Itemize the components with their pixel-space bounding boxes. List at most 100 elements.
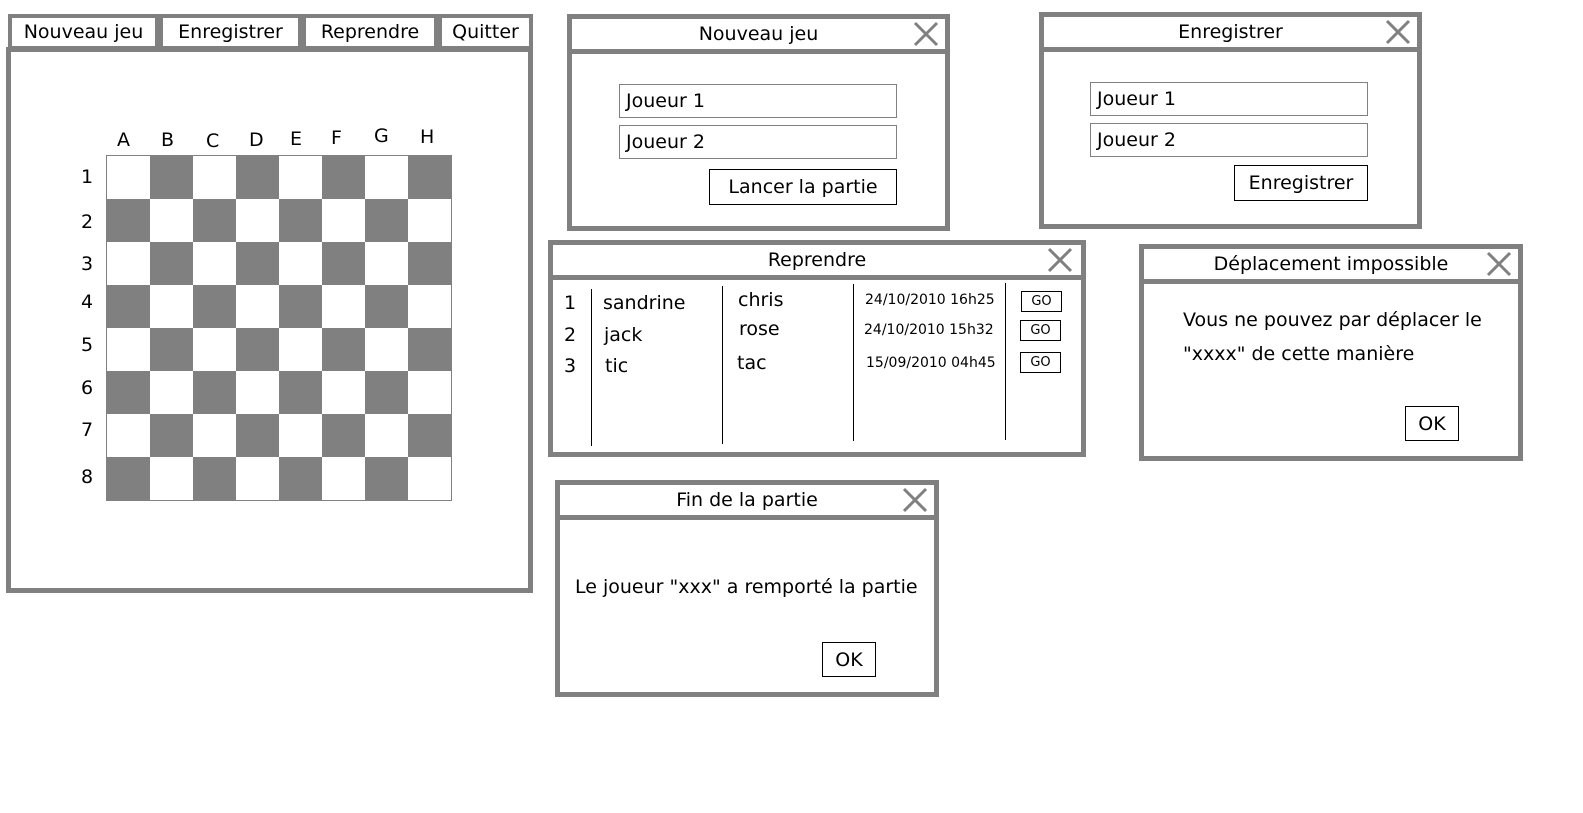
close-icon[interactable] xyxy=(1047,247,1073,273)
board-square-G7[interactable] xyxy=(365,414,408,457)
board-square-E5[interactable] xyxy=(279,328,322,371)
board-square-E1[interactable] xyxy=(279,156,322,199)
board-square-D4[interactable] xyxy=(236,285,279,328)
board-square-D3[interactable] xyxy=(236,242,279,285)
end-game-ok-button[interactable]: OK xyxy=(822,642,876,677)
board-square-E8[interactable] xyxy=(279,457,322,500)
close-icon[interactable] xyxy=(902,487,928,513)
close-icon[interactable] xyxy=(1385,19,1411,45)
game-player2: tac xyxy=(737,352,767,374)
board-square-C4[interactable] xyxy=(193,285,236,328)
board-square-H5[interactable] xyxy=(408,328,451,371)
board-square-C2[interactable] xyxy=(193,199,236,242)
column-label: C xyxy=(206,130,220,152)
board-square-A3[interactable] xyxy=(107,242,150,285)
menu-save-button[interactable]: Enregistrer xyxy=(159,14,302,50)
board-square-E6[interactable] xyxy=(279,371,322,414)
board-square-H3[interactable] xyxy=(408,242,451,285)
board-square-F3[interactable] xyxy=(322,242,365,285)
board-square-H2[interactable] xyxy=(408,199,451,242)
move-error-ok-button[interactable]: OK xyxy=(1405,406,1459,441)
board-square-G2[interactable] xyxy=(365,199,408,242)
board-square-C5[interactable] xyxy=(193,328,236,371)
row-label: 1 xyxy=(81,166,94,188)
board-square-G4[interactable] xyxy=(365,285,408,328)
board-square-E3[interactable] xyxy=(279,242,322,285)
save-player2-field[interactable]: Joueur 2 xyxy=(1090,123,1368,157)
board-square-D2[interactable] xyxy=(236,199,279,242)
game-number: 3 xyxy=(564,355,577,377)
board-square-C7[interactable] xyxy=(193,414,236,457)
board-square-B4[interactable] xyxy=(150,285,193,328)
save-player1-field[interactable]: Joueur 1 xyxy=(1090,82,1368,116)
menu-new-game-button[interactable]: Nouveau jeu xyxy=(8,14,159,50)
board-square-F7[interactable] xyxy=(322,414,365,457)
close-icon[interactable] xyxy=(1486,251,1512,277)
start-game-button[interactable]: Lancer la partie xyxy=(709,169,897,205)
column-divider xyxy=(853,284,854,441)
board-square-B1[interactable] xyxy=(150,156,193,199)
column-divider xyxy=(1005,283,1006,440)
board-square-A1[interactable] xyxy=(107,156,150,199)
game-player1: tic xyxy=(605,355,629,377)
board-square-H8[interactable] xyxy=(408,457,451,500)
row-label: 8 xyxy=(81,466,94,488)
board-square-C6[interactable] xyxy=(193,371,236,414)
board-square-F8[interactable] xyxy=(322,457,365,500)
board-square-B5[interactable] xyxy=(150,328,193,371)
chess-board[interactable] xyxy=(106,155,452,501)
go-button[interactable]: GO xyxy=(1020,352,1061,373)
close-icon[interactable] xyxy=(913,21,939,47)
menu-quit-button[interactable]: Quitter xyxy=(438,14,533,50)
board-square-C3[interactable] xyxy=(193,242,236,285)
board-square-G5[interactable] xyxy=(365,328,408,371)
save-button[interactable]: Enregistrer xyxy=(1234,165,1368,201)
board-square-B2[interactable] xyxy=(150,199,193,242)
board-square-F4[interactable] xyxy=(322,285,365,328)
board-square-B7[interactable] xyxy=(150,414,193,457)
board-square-H4[interactable] xyxy=(408,285,451,328)
board-square-B8[interactable] xyxy=(150,457,193,500)
board-square-E4[interactable] xyxy=(279,285,322,328)
save-dialog: Enregistrer xyxy=(1039,12,1422,229)
board-square-H6[interactable] xyxy=(408,371,451,414)
menu-resume-button[interactable]: Reprendre xyxy=(302,14,438,50)
go-button[interactable]: GO xyxy=(1021,291,1062,312)
board-square-B3[interactable] xyxy=(150,242,193,285)
board-square-A5[interactable] xyxy=(107,328,150,371)
board-square-D6[interactable] xyxy=(236,371,279,414)
board-square-H1[interactable] xyxy=(408,156,451,199)
board-square-F2[interactable] xyxy=(322,199,365,242)
board-square-A2[interactable] xyxy=(107,199,150,242)
board-square-C1[interactable] xyxy=(193,156,236,199)
go-button[interactable]: GO xyxy=(1020,320,1061,341)
player2-field[interactable]: Joueur 2 xyxy=(619,125,897,159)
board-square-G6[interactable] xyxy=(365,371,408,414)
board-square-A6[interactable] xyxy=(107,371,150,414)
board-square-E2[interactable] xyxy=(279,199,322,242)
row-label: 5 xyxy=(81,334,94,356)
board-square-F5[interactable] xyxy=(322,328,365,371)
row-label: 6 xyxy=(81,377,94,399)
row-label: 4 xyxy=(81,291,94,313)
player1-field[interactable]: Joueur 1 xyxy=(619,84,897,118)
board-square-F1[interactable] xyxy=(322,156,365,199)
board-square-A7[interactable] xyxy=(107,414,150,457)
board-square-G1[interactable] xyxy=(365,156,408,199)
board-square-C8[interactable] xyxy=(193,457,236,500)
board-square-D7[interactable] xyxy=(236,414,279,457)
board-square-E7[interactable] xyxy=(279,414,322,457)
column-label: D xyxy=(249,129,264,151)
board-square-F6[interactable] xyxy=(322,371,365,414)
board-square-A8[interactable] xyxy=(107,457,150,500)
end-game-message: Le joueur "xxx" a remporté la partie xyxy=(575,576,918,598)
board-square-D5[interactable] xyxy=(236,328,279,371)
board-square-B6[interactable] xyxy=(150,371,193,414)
board-square-G8[interactable] xyxy=(365,457,408,500)
game-date: 24/10/2010 15h32 xyxy=(864,322,994,338)
board-square-A4[interactable] xyxy=(107,285,150,328)
board-square-G3[interactable] xyxy=(365,242,408,285)
board-square-D1[interactable] xyxy=(236,156,279,199)
board-square-H7[interactable] xyxy=(408,414,451,457)
board-square-D8[interactable] xyxy=(236,457,279,500)
